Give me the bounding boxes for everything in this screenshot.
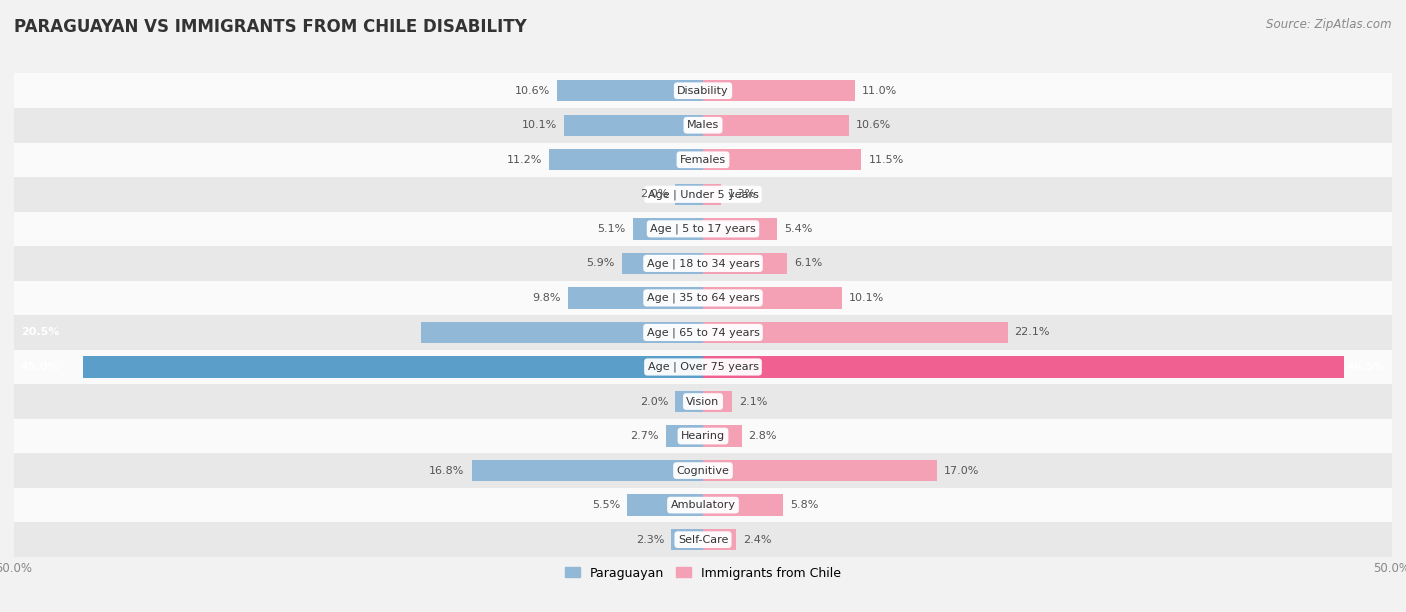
Bar xyxy=(14,315,1392,349)
Text: 45.0%: 45.0% xyxy=(21,362,59,372)
Text: 10.6%: 10.6% xyxy=(515,86,550,95)
Bar xyxy=(703,287,842,308)
Bar xyxy=(675,391,703,412)
Bar xyxy=(14,143,1392,177)
Text: 5.9%: 5.9% xyxy=(586,258,614,269)
Text: Ambulatory: Ambulatory xyxy=(671,500,735,510)
Bar xyxy=(633,218,703,239)
Bar xyxy=(14,281,1392,315)
Bar xyxy=(14,384,1392,419)
Text: 1.3%: 1.3% xyxy=(728,189,756,200)
Text: Age | 65 to 74 years: Age | 65 to 74 years xyxy=(647,327,759,338)
Bar xyxy=(703,529,737,550)
Text: 11.0%: 11.0% xyxy=(862,86,897,95)
Text: 2.3%: 2.3% xyxy=(636,535,665,545)
Bar xyxy=(703,425,741,447)
Text: 2.1%: 2.1% xyxy=(738,397,768,406)
Bar xyxy=(471,460,703,481)
Bar xyxy=(675,184,703,205)
Text: 46.5%: 46.5% xyxy=(1347,362,1385,372)
Text: 11.5%: 11.5% xyxy=(869,155,904,165)
Text: 22.1%: 22.1% xyxy=(1014,327,1050,337)
Bar xyxy=(14,488,1392,523)
Bar xyxy=(703,114,849,136)
Bar xyxy=(671,529,703,550)
Bar xyxy=(703,218,778,239)
Text: 10.1%: 10.1% xyxy=(849,293,884,303)
Text: 5.1%: 5.1% xyxy=(598,224,626,234)
Text: 9.8%: 9.8% xyxy=(533,293,561,303)
Text: 10.6%: 10.6% xyxy=(856,120,891,130)
Text: 2.8%: 2.8% xyxy=(748,431,778,441)
Bar xyxy=(564,114,703,136)
Text: Females: Females xyxy=(681,155,725,165)
Bar xyxy=(420,322,703,343)
Text: 20.5%: 20.5% xyxy=(21,327,59,337)
Bar xyxy=(14,453,1392,488)
Bar xyxy=(627,494,703,516)
Legend: Paraguayan, Immigrants from Chile: Paraguayan, Immigrants from Chile xyxy=(560,562,846,584)
Bar xyxy=(548,149,703,171)
Bar xyxy=(14,108,1392,143)
Text: Hearing: Hearing xyxy=(681,431,725,441)
Text: Age | 18 to 34 years: Age | 18 to 34 years xyxy=(647,258,759,269)
Text: Age | Over 75 years: Age | Over 75 years xyxy=(648,362,758,372)
Text: Disability: Disability xyxy=(678,86,728,95)
Bar xyxy=(14,177,1392,212)
Bar xyxy=(557,80,703,102)
Text: 5.5%: 5.5% xyxy=(592,500,620,510)
Text: Age | 35 to 64 years: Age | 35 to 64 years xyxy=(647,293,759,303)
Text: Age | 5 to 17 years: Age | 5 to 17 years xyxy=(650,223,756,234)
Bar xyxy=(703,149,862,171)
Bar xyxy=(703,80,855,102)
Bar xyxy=(14,419,1392,453)
Bar xyxy=(703,322,1008,343)
Bar xyxy=(703,184,721,205)
Bar xyxy=(703,391,733,412)
Text: 2.0%: 2.0% xyxy=(640,189,669,200)
Bar xyxy=(14,73,1392,108)
Text: Source: ZipAtlas.com: Source: ZipAtlas.com xyxy=(1267,18,1392,31)
Text: PARAGUAYAN VS IMMIGRANTS FROM CHILE DISABILITY: PARAGUAYAN VS IMMIGRANTS FROM CHILE DISA… xyxy=(14,18,527,36)
Text: 6.1%: 6.1% xyxy=(794,258,823,269)
Text: 5.8%: 5.8% xyxy=(790,500,818,510)
Bar xyxy=(568,287,703,308)
Text: Males: Males xyxy=(688,120,718,130)
Text: 11.2%: 11.2% xyxy=(506,155,541,165)
Text: 10.1%: 10.1% xyxy=(522,120,557,130)
Bar xyxy=(621,253,703,274)
Text: Cognitive: Cognitive xyxy=(676,466,730,476)
Text: 2.0%: 2.0% xyxy=(640,397,669,406)
Text: 17.0%: 17.0% xyxy=(945,466,980,476)
Text: 5.4%: 5.4% xyxy=(785,224,813,234)
Text: 2.7%: 2.7% xyxy=(630,431,659,441)
Text: 16.8%: 16.8% xyxy=(429,466,464,476)
Bar xyxy=(83,356,703,378)
Bar xyxy=(14,246,1392,281)
Text: Vision: Vision xyxy=(686,397,720,406)
Bar xyxy=(14,212,1392,246)
Text: 2.4%: 2.4% xyxy=(742,535,772,545)
Bar xyxy=(14,349,1392,384)
Bar xyxy=(14,523,1392,557)
Text: Self-Care: Self-Care xyxy=(678,535,728,545)
Bar xyxy=(703,253,787,274)
Bar xyxy=(703,494,783,516)
Bar xyxy=(703,356,1344,378)
Bar xyxy=(666,425,703,447)
Bar xyxy=(703,460,938,481)
Text: Age | Under 5 years: Age | Under 5 years xyxy=(648,189,758,200)
